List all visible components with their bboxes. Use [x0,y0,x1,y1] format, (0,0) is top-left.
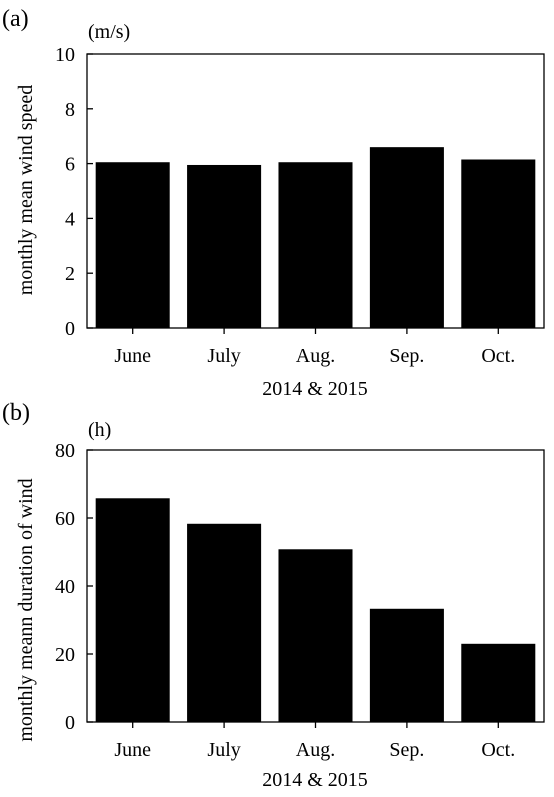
panel-label-a: (a) [2,6,29,32]
x-axis-label-b: 2014 & 2015 [262,769,368,791]
chart-panel-b: (b) (h) monthly meann duration of wind 2… [2,400,545,791]
x-tick-label-a-4: Sep. [389,345,424,367]
unit-label-a: (m/s) [88,21,130,43]
x-tick-label-b-5: Oct. [481,739,515,761]
y-tick-label-b-0: 0 [65,712,75,734]
y-tick-label-b-4: 80 [55,440,75,462]
y-tick-label-a-0: 0 [65,318,75,340]
x-tick-label-a-1: June [114,345,151,367]
x-tick-label-a-2: July [207,345,240,367]
x-tick-label-a-5: Oct. [481,345,515,367]
plot-area-b: 0 20 40 60 80 June July Aug. Sep. Oct. [55,440,545,761]
x-tick-label-a-3: Aug. [296,345,335,367]
bar-a-5 [461,159,536,328]
bar-a-1 [95,162,170,328]
bar-a-3 [278,162,353,328]
unit-label-b: (h) [88,419,111,441]
bar-a-2 [187,164,262,328]
y-axis-label-a: monthly mean wind speed [15,85,37,296]
y-tick-label-a-1: 2 [65,263,75,285]
y-axis-label-b: monthly meann duration of wind [15,478,37,741]
chart-panel-a: (a) (m/s) monthly mean wind speed 2014 &… [2,6,545,400]
y-tick-label-b-1: 20 [55,644,75,666]
y-tick-label-a-4: 8 [65,99,75,121]
y-tick-label-b-3: 60 [55,508,75,530]
plot-area-a: 0 2 4 6 8 10 June July Aug. Sep. Oct. [55,44,545,367]
x-tick-label-b-1: June [114,739,151,761]
x-tick-label-b-2: July [207,739,240,761]
bar-b-5 [461,643,536,722]
x-tick-label-b-3: Aug. [296,739,335,761]
panel-label-b: (b) [2,400,30,426]
y-tick-label-b-2: 40 [55,576,75,598]
bar-b-4 [369,608,444,722]
x-tick-label-b-4: Sep. [389,739,424,761]
bar-b-2 [187,523,262,722]
x-axis-label-a: 2014 & 2015 [262,378,368,400]
y-tick-label-a-5: 10 [55,44,75,66]
bar-b-3 [278,549,353,722]
y-tick-label-a-3: 6 [65,154,75,176]
bar-b-1 [95,498,170,722]
bar-a-4 [369,147,444,328]
y-tick-label-a-2: 4 [65,208,75,230]
